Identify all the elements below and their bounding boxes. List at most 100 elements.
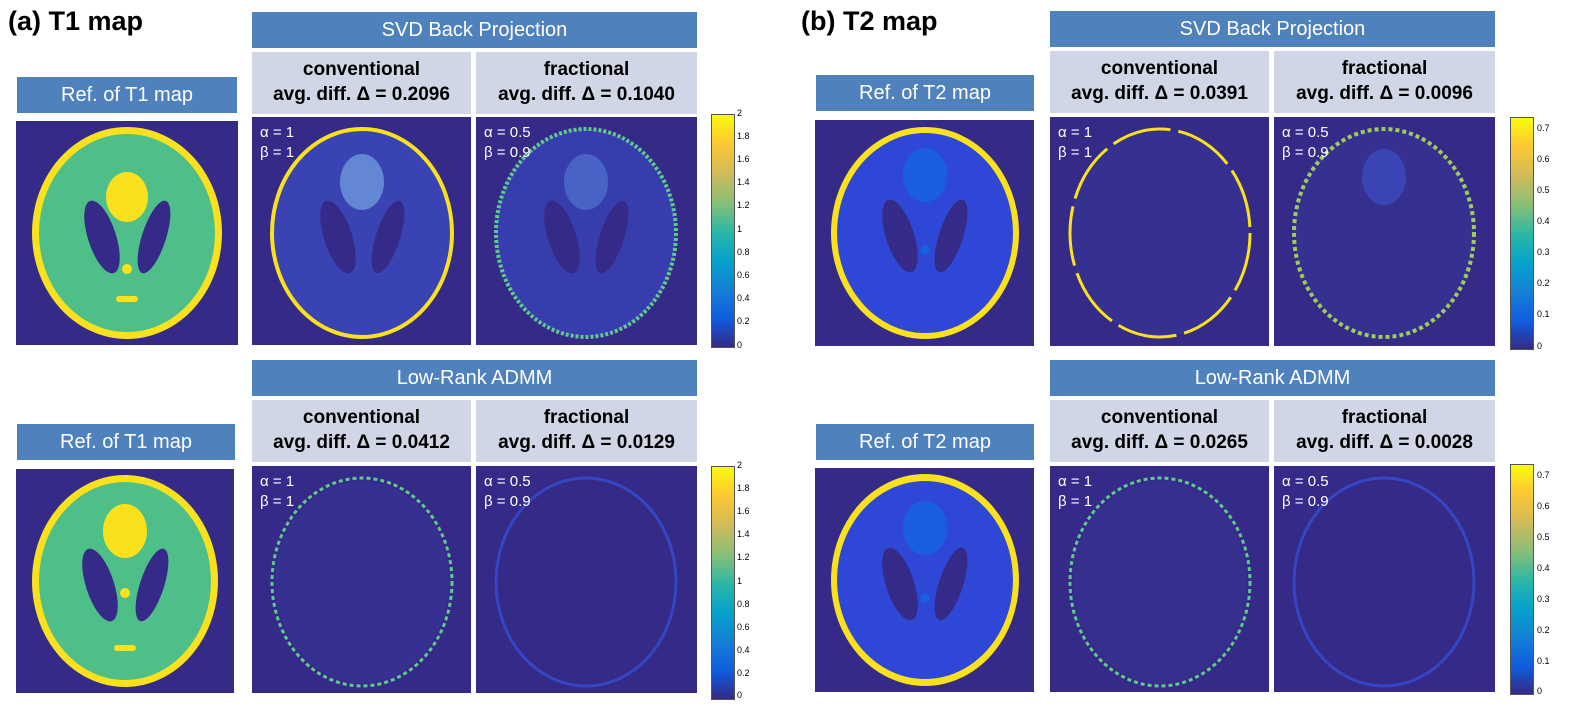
params: α = 0.5 β = 0.9 (484, 472, 531, 512)
conventional-header: conventional avg. diff. Δ = 0.0391 (1050, 51, 1269, 113)
alpha-label: α = 0.5 (484, 473, 531, 490)
ref-label: Ref. of T2 map (816, 424, 1034, 460)
colorbar-tick: 1.4 (737, 177, 750, 187)
params: α = 1 β = 1 (1058, 123, 1092, 163)
colorbar-tick: 0.2 (1537, 278, 1550, 288)
avg-diff-label: avg. diff. Δ = 0.0391 (1071, 83, 1248, 104)
colorbar-tick: 0.7 (1537, 123, 1550, 133)
params: α = 1 β = 1 (1058, 472, 1092, 512)
colorbar (1510, 117, 1534, 350)
colorbar-ticks: 0.7 0.6 0.5 0.4 0.3 0.2 0.1 0 (1537, 464, 1567, 696)
colorbar-tick: 0.6 (1537, 501, 1550, 511)
colorbar-tick: 1.6 (737, 154, 750, 164)
alpha-label: α = 1 (1058, 124, 1093, 141)
alpha-label: α = 1 (1058, 473, 1093, 490)
error-map: α = 0.5 β = 0.9 (1274, 466, 1495, 692)
colorbar-tick: 1.2 (737, 200, 750, 210)
fractional-header: fractional avg. diff. Δ = 0.0028 (1274, 400, 1495, 462)
alpha-label: α = 1 (260, 124, 295, 141)
error-map: α = 0.5 β = 0.9 (476, 117, 697, 345)
ref-label: Ref. of T2 map (816, 75, 1034, 111)
method-variant-label: fractional (543, 59, 630, 81)
avg-diff-label: avg. diff. Δ = 0.0412 (273, 432, 450, 453)
beta-label: β = 1 (260, 493, 295, 510)
phantom-t1 (32, 475, 218, 687)
panel-a-title: (a) T1 map (8, 6, 144, 36)
params: α = 0.5 β = 0.9 (484, 123, 531, 163)
error-map: α = 1 β = 1 (252, 117, 471, 345)
colorbar-tick: 1 (737, 576, 743, 586)
beta-label: β = 0.9 (1282, 493, 1329, 510)
colorbar-ticks: 2 1.8 1.6 1.4 1.2 1 0.8 0.6 0.4 0.2 0 (737, 108, 767, 350)
error-map: α = 0.5 β = 0.9 (476, 466, 697, 693)
method-bar: SVD Back Projection (1050, 11, 1495, 47)
colorbar-ticks: 0.7 0.6 0.5 0.4 0.3 0.2 0.1 0 (1537, 117, 1567, 351)
fractional-header: fractional avg. diff. Δ = 0.0129 (476, 400, 697, 462)
colorbar-tick: 0.6 (737, 270, 750, 280)
colorbar-tick: 0.6 (737, 622, 750, 632)
alpha-label: α = 0.5 (484, 124, 531, 141)
method-variant-label: fractional (1341, 58, 1428, 80)
error-phantom (1292, 476, 1476, 688)
error-phantom (1068, 476, 1252, 688)
colorbar-tick: 0.8 (737, 247, 750, 257)
panel-b-title: (b) T2 map (801, 6, 938, 36)
error-phantom (1292, 127, 1476, 339)
ref-t1-map (16, 121, 238, 345)
error-map: α = 1 β = 1 (252, 466, 471, 693)
beta-label: β = 1 (260, 144, 295, 161)
error-map: α = 1 β = 1 (1050, 466, 1269, 692)
params: α = 1 β = 1 (260, 472, 294, 512)
colorbar-tick: 1.8 (737, 483, 750, 493)
colorbar-tick: 0.2 (737, 668, 750, 678)
colorbar-tick: 0 (737, 340, 743, 350)
beta-label: β = 1 (1058, 144, 1093, 161)
beta-label: β = 1 (1058, 493, 1093, 510)
colorbar-tick: 0.5 (1537, 185, 1550, 195)
phantom-t2 (831, 127, 1019, 339)
fractional-header: fractional avg. diff. Δ = 0.0096 (1274, 51, 1495, 113)
colorbar-tick: 0.4 (1537, 216, 1550, 226)
colorbar-tick: 0.4 (1537, 563, 1550, 573)
method-variant-label: conventional (302, 407, 421, 429)
error-map: α = 0.5 β = 0.9 (1274, 117, 1495, 346)
colorbar-tick: 0 (1537, 341, 1543, 351)
colorbar-tick: 0.6 (1537, 154, 1550, 164)
avg-diff-label: avg. diff. Δ = 0.1040 (498, 84, 675, 105)
colorbar-tick: 1.8 (737, 131, 750, 141)
error-map: α = 1 β = 1 (1050, 117, 1269, 346)
colorbar-tick: 0 (737, 690, 743, 700)
colorbar (711, 114, 735, 348)
colorbar-tick: 1 (737, 224, 743, 234)
colorbar-tick: 1.2 (737, 552, 750, 562)
avg-diff-label: avg. diff. Δ = 0.2096 (273, 84, 450, 105)
colorbar-ticks: 2 1.8 1.6 1.4 1.2 1 0.8 0.6 0.4 0.2 0 (737, 460, 767, 700)
colorbar-tick: 0.7 (1537, 470, 1550, 480)
params: α = 1 β = 1 (260, 123, 294, 163)
beta-label: β = 0.9 (1282, 144, 1329, 161)
conventional-header: conventional avg. diff. Δ = 0.0412 (252, 400, 471, 462)
ref-label: Ref. of T1 map (17, 77, 237, 113)
colorbar (1510, 464, 1534, 695)
colorbar-tick: 0 (1537, 686, 1543, 696)
params: α = 0.5 β = 0.9 (1282, 123, 1329, 163)
phantom-t2 (831, 474, 1019, 686)
params: α = 0.5 β = 0.9 (1282, 472, 1329, 512)
conventional-header: conventional avg. diff. Δ = 0.0265 (1050, 400, 1269, 462)
avg-diff-label: avg. diff. Δ = 0.0265 (1071, 432, 1248, 453)
alpha-label: α = 0.5 (1282, 124, 1329, 141)
method-variant-label: conventional (1100, 58, 1219, 80)
error-phantom (270, 476, 454, 688)
avg-diff-label: avg. diff. Δ = 0.0129 (498, 432, 675, 453)
colorbar-tick: 0.3 (1537, 594, 1550, 604)
colorbar-tick: 0.1 (1537, 656, 1550, 666)
fractional-header: fractional avg. diff. Δ = 0.1040 (476, 52, 697, 114)
method-bar: Low-Rank ADMM (1050, 360, 1495, 396)
colorbar-tick: 1.6 (737, 506, 750, 516)
colorbar-tick: 1.4 (737, 529, 750, 539)
ref-t1-map (16, 469, 234, 693)
method-bar: Low-Rank ADMM (252, 360, 697, 396)
colorbar-tick: 0.3 (1537, 247, 1550, 257)
alpha-label: α = 0.5 (1282, 473, 1329, 490)
method-variant-label: fractional (1341, 407, 1428, 429)
